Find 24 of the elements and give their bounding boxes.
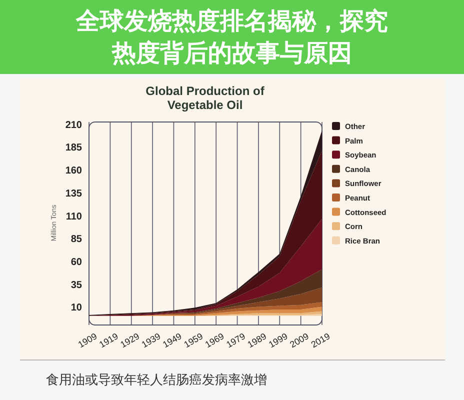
text: 食用油或导致年轻人结肠癌发病率激增 (46, 372, 267, 389)
y-tick-label: 60 (70, 256, 82, 268)
x-tick-label: 1999 (266, 331, 290, 350)
y-tick-label: 185 (65, 142, 82, 154)
x-tick-label: 1959 (182, 331, 205, 350)
y-tick-label: 85 (70, 234, 82, 246)
y-tick-label: 10 (70, 302, 82, 314)
y-tick-label: 35 (70, 280, 82, 291)
x-tick-label: 1939 (140, 331, 162, 350)
text: 全球发烧热度排名揭秘，探究热度背后的故事与原因 (74, 6, 389, 69)
chart-title: Global Production of Vegetable Oil (146, 84, 266, 112)
x-tick-label: 1919 (98, 331, 120, 350)
y-tick-label: 110 (66, 211, 82, 222)
y-tick-label: 135 (65, 188, 82, 200)
y-tick-label: 210 (65, 120, 82, 131)
x-tick-label: 1979 (224, 331, 247, 350)
x-tick-label: 1969 (203, 331, 226, 350)
x-tick-label: 1989 (246, 331, 268, 350)
y-tick-label: 160 (65, 166, 82, 177)
x-tick-label: 1909 (76, 331, 99, 350)
x-tick-label: 1929 (118, 331, 142, 350)
x-tick-label: 1949 (161, 331, 184, 350)
x-tick-label: 2009 (288, 331, 310, 350)
x-tick-label: 2019 (309, 331, 332, 350)
